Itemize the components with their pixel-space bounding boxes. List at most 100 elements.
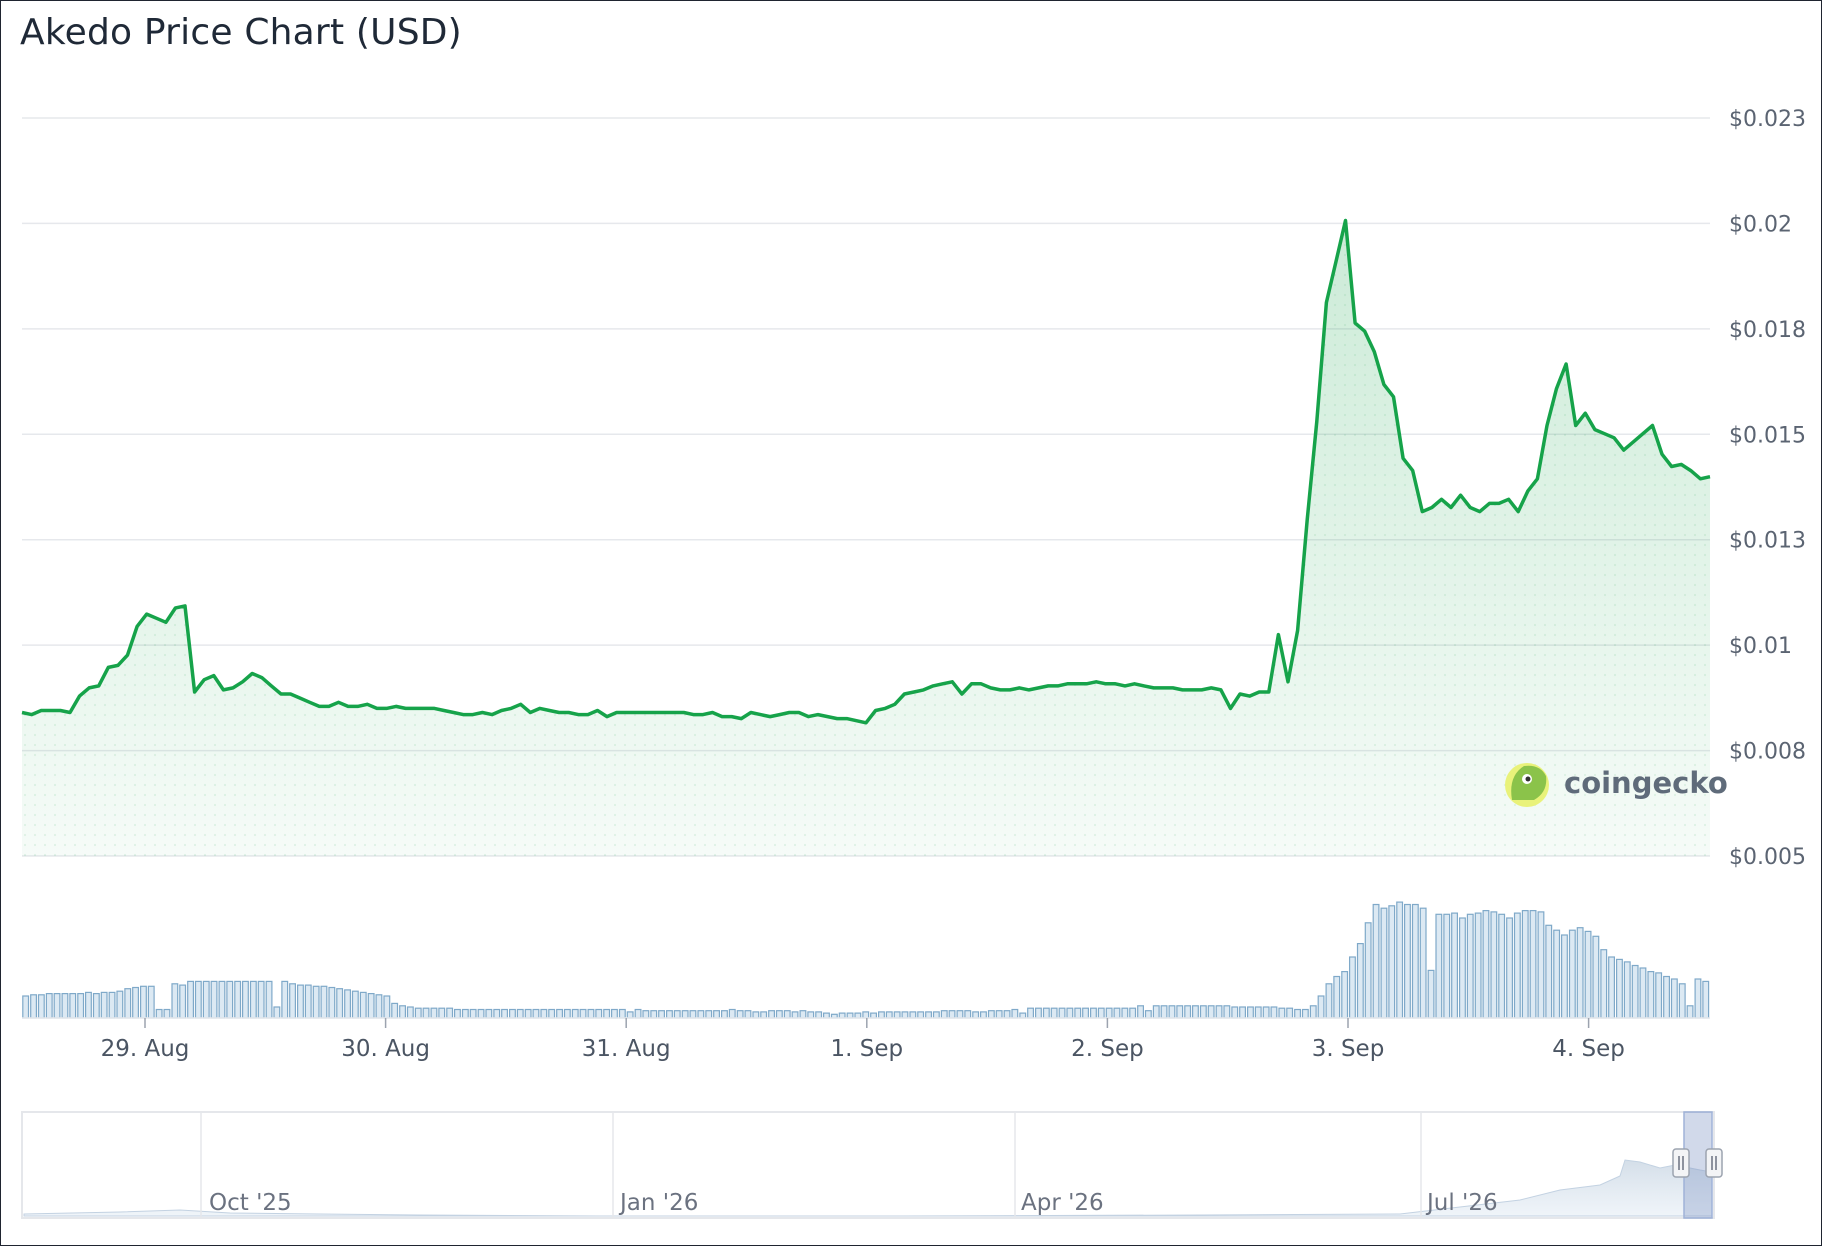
volume-bar xyxy=(634,1008,642,1019)
volume-bar xyxy=(1089,1007,1097,1019)
volume-bar xyxy=(1403,903,1411,1019)
coingecko-watermark: coingecko xyxy=(1505,763,1728,807)
volume-bar xyxy=(862,1011,870,1019)
volume-bar xyxy=(446,1007,454,1019)
volume-bar xyxy=(1027,1007,1034,1019)
volume-bar xyxy=(1003,1010,1011,1019)
volume-bar xyxy=(595,1008,603,1019)
volume-bar xyxy=(501,1008,509,1019)
volume-bar xyxy=(210,980,218,1019)
volume-bar xyxy=(1184,1005,1192,1019)
volume-bar xyxy=(540,1008,548,1019)
volume-bar xyxy=(22,995,30,1019)
volume-bar xyxy=(226,980,234,1019)
volume-bar xyxy=(1294,1008,1301,1019)
volume-bar xyxy=(1608,956,1615,1019)
volume-bar xyxy=(603,1008,611,1019)
y-tick-label: $0.013 xyxy=(1729,529,1806,554)
volume-bar xyxy=(1615,958,1623,1019)
x-axis: 29. Aug 30. Aug 31. Aug 1. Sep 2. Sep 3. Sep 4… xyxy=(101,1018,1625,1062)
volume-bar xyxy=(304,984,312,1019)
y-tick-label: $0.015 xyxy=(1729,423,1806,448)
volume-bar xyxy=(194,980,202,1019)
volume-bar xyxy=(752,1011,760,1019)
volume-bar xyxy=(1560,934,1568,1019)
volume-bar xyxy=(1097,1007,1105,1019)
volume-bar xyxy=(281,980,289,1019)
volume-bar xyxy=(84,991,92,1019)
volume-bar xyxy=(1270,1006,1278,1019)
volume-bar xyxy=(909,1011,917,1019)
volume-bar xyxy=(956,1010,964,1019)
volume-bar xyxy=(69,992,77,1019)
volume-bar xyxy=(1058,1007,1066,1019)
volume-bar xyxy=(1694,978,1702,1019)
price-line[interactable] xyxy=(21,218,1711,725)
volume-bar xyxy=(893,1011,901,1019)
volume-bar xyxy=(524,1008,532,1019)
volume-bar xyxy=(265,980,273,1019)
navigator-right-handle[interactable] xyxy=(1705,1148,1723,1178)
x-tick-label: 4. Sep xyxy=(1552,1036,1625,1062)
volume-bar xyxy=(815,1011,823,1019)
navigator-label-jul: Jul '26 xyxy=(1425,1190,1498,1216)
volume-bar xyxy=(1176,1005,1184,1019)
navigator-label-jan: Jan '26 xyxy=(618,1190,698,1216)
volume-bar xyxy=(964,1010,972,1019)
volume-bar xyxy=(1639,967,1647,1019)
volume-bar xyxy=(587,1008,595,1019)
y-axis: $0.023 $0.02 $0.018 $0.015 $0.013 $0.01 $0.008… xyxy=(1729,107,1806,870)
volume-bar xyxy=(242,980,249,1019)
volume-bar xyxy=(1074,1007,1082,1019)
volume-bar xyxy=(1451,912,1458,1019)
volume-bar xyxy=(1380,907,1388,1019)
volume-bar xyxy=(1466,913,1474,1019)
volume-bar xyxy=(469,1008,477,1019)
y-tick-label: $0.02 xyxy=(1729,212,1792,237)
volume-bar xyxy=(579,1008,587,1019)
volume-bar xyxy=(351,990,359,1019)
navigator-gridlines xyxy=(200,1112,1422,1218)
price-area-dots xyxy=(22,220,1710,856)
volume-bar xyxy=(1160,1005,1168,1019)
volume-bar xyxy=(1435,913,1443,1019)
volume-bar xyxy=(1137,1005,1144,1019)
volume-bar xyxy=(187,980,194,1019)
volume-bar xyxy=(1443,913,1451,1019)
coingecko-gecko-icon xyxy=(1505,763,1549,807)
volume-bar xyxy=(1600,949,1608,1019)
volume-bar xyxy=(116,990,124,1019)
x-tick-label: 30. Aug xyxy=(341,1036,430,1062)
volume-bar xyxy=(618,1008,626,1019)
volume-bar xyxy=(1262,1006,1270,1019)
volume-bar xyxy=(1529,909,1537,1019)
range-navigator[interactable]: Oct '25 Jan '26 Apr '26 Jul '26 xyxy=(21,1111,1723,1219)
volume-bar xyxy=(1050,1007,1058,1019)
volume-bar xyxy=(768,1010,776,1019)
volume-bar xyxy=(1168,1005,1176,1019)
volume-bar xyxy=(1121,1007,1129,1019)
volume-bar xyxy=(728,1008,736,1019)
volume-bar xyxy=(53,992,61,1019)
volume-bar xyxy=(422,1007,430,1019)
navigator-track[interactable] xyxy=(21,1111,1715,1219)
navigator-left-handle[interactable] xyxy=(1672,1148,1690,1178)
volume-bar xyxy=(438,1007,446,1019)
volume-bar xyxy=(1623,961,1631,1019)
volume-bar xyxy=(1348,956,1356,1019)
volume-bar xyxy=(563,1008,571,1019)
volume-bar xyxy=(532,1008,540,1019)
x-tick-label: 3. Sep xyxy=(1312,1036,1385,1062)
volume-bar xyxy=(485,1008,493,1019)
volume-bar xyxy=(1553,929,1561,1019)
volume-bar xyxy=(509,1008,516,1019)
volume-bar xyxy=(932,1011,940,1019)
volume-bar xyxy=(1333,975,1341,1019)
volume-bar xyxy=(1545,924,1553,1019)
volume-bar xyxy=(972,1011,980,1019)
volume-bar xyxy=(1215,1005,1223,1019)
volume-bar xyxy=(1647,970,1655,1019)
volume-bar xyxy=(140,985,147,1019)
volume-bar xyxy=(257,980,265,1019)
